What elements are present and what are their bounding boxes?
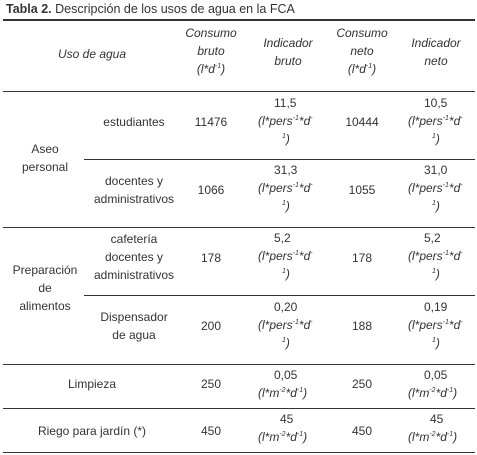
group-aseo-personal: Aseo personal [21,142,69,174]
caption-label: Tabla 2. [6,2,52,16]
row-riego-label: Riego para jardín (*) [37,424,147,438]
rule-aseo-mid [84,159,475,160]
row-riego-consumo-bruto: 450 [200,424,222,438]
rule-bottom [3,452,475,453]
row-limpieza-indicador-bruto: 0,05 (l*m-2*d-1) [258,368,308,400]
row-limpieza-consumo-bruto: 250 [200,377,222,391]
row-docentes-consumo-neto: 1055 [348,183,376,197]
rule-limpieza-end [3,408,475,409]
row-estudiantes-consumo-bruto: 11476 [194,115,228,129]
header-indicador-bruto: Indicador bruto [263,36,313,68]
caption-text: Descripción de los usos de agua en la FC… [51,2,295,16]
row-riego-consumo-neto: 450 [351,424,373,438]
row-estudiantes-indicador-neto: 10,5 (l*pers-1*d- 1) [408,96,463,146]
header-indicador-neto: Indicador neto [411,36,461,68]
row-cafeteria-indicador-neto: 5,2 (l*pers-1*d- 1) [408,231,463,281]
rule-header [3,91,475,92]
row-limpieza-indicador-neto: 0,05 (l*m-2*d-1) [408,368,458,400]
group-preparacion-alimentos: Preparación de alimentos [12,263,78,313]
row-dispensador-sub: Dispensador de agua [100,310,168,342]
row-estudiantes-sub: estudiantes [103,115,165,129]
row-limpieza-label: Limpieza [67,377,117,391]
rule-aseo-end [3,227,475,228]
row-riego-indicador-bruto: 45 (l*m-2*d-1) [258,412,308,444]
rule-prep-end [3,364,475,365]
row-estudiantes-indicador-bruto: 11,5 (l*pers-1*d- 1) [258,96,313,146]
header-consumo-neto: Consumo neto (l*d-1) [336,26,388,76]
rule-top [3,19,475,21]
row-cafeteria-sub: cafetería docentes y administrativos [93,232,175,282]
row-cafeteria-consumo-bruto: 178 [200,251,222,265]
row-limpieza-consumo-neto: 250 [351,377,373,391]
row-docentes-indicador-neto: 31,0 (l*pers-1*d- 1) [408,163,463,213]
rule-prep-mid [84,295,475,296]
row-dispensador-indicador-bruto: 0,20 (l*pers-1*d- 1) [258,300,313,350]
row-cafeteria-indicador-bruto: 5,2 (l*pers-1*d- 1) [258,231,313,281]
row-dispensador-consumo-neto: 188 [351,319,373,333]
row-dispensador-consumo-bruto: 200 [200,319,222,333]
row-estudiantes-consumo-neto: 10444 [345,115,379,129]
row-docentes-indicador-bruto: 31,3 (l*pers-1*d- 1) [258,163,313,213]
row-docentes-sub: docentes y administrativos [93,174,175,206]
row-riego-indicador-neto: 45 (l*m-2*d-1) [408,412,458,444]
table-caption: Tabla 2. Descripción de los usos de agua… [6,2,295,16]
row-dispensador-indicador-neto: 0,19 (l*pers-1*d- 1) [408,300,463,350]
row-cafeteria-consumo-neto: 178 [351,251,373,265]
header-consumo-bruto: Consumo bruto (l*d-1) [185,26,237,76]
row-docentes-consumo-bruto: 1066 [197,183,225,197]
header-uso: Uso de agua [57,47,127,61]
